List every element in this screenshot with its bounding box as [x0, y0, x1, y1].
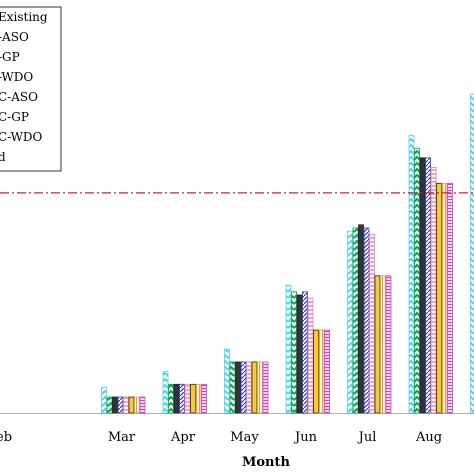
bar-jun-series-0 [285, 284, 292, 414]
bar-aug-series-6 [441, 182, 448, 414]
legend-entry: C-WDO [0, 130, 43, 144]
bar-jun-series-7 [324, 329, 330, 414]
bar-jun-series-6 [318, 329, 325, 414]
bar-apr-series-6 [195, 383, 202, 414]
bar-apr-series-5 [190, 383, 196, 414]
bar-apr-series-3 [179, 383, 185, 414]
bar-may-series-3 [240, 361, 247, 414]
bar-jul-series-2 [358, 224, 364, 414]
bar-may-series-0 [224, 348, 230, 414]
legend-entry: C-ASO [0, 90, 38, 104]
bar-may-series-5 [251, 361, 258, 414]
x-tick-labels: ebMarAprMayJunJulAugSep [0, 430, 442, 445]
x-tick-label: Aug [415, 430, 442, 445]
bar-jul-series-6 [380, 275, 386, 414]
legend-entry: d [0, 150, 6, 164]
bar-jul-series-5 [374, 275, 381, 414]
legend-entry: -WDO [0, 70, 33, 84]
legend-entry: Existing [0, 10, 48, 24]
bar-jun-series-2 [296, 294, 303, 414]
bar-apr-series-4 [184, 383, 191, 414]
bar-mar-series-5 [128, 396, 135, 414]
bar-jul-series-1 [352, 227, 359, 414]
bar-aug-series-1 [414, 147, 420, 414]
bar-aug-series-3 [425, 157, 431, 414]
x-tick-label: Mar [108, 430, 136, 445]
bar-apr-series-2 [173, 383, 180, 414]
bar-jul-series-4 [369, 233, 375, 414]
bar-mar-series-3 [117, 396, 124, 414]
bar-aug-series-7 [447, 182, 453, 414]
bar-aug-series-4 [430, 166, 437, 414]
bars-layer [101, 93, 474, 414]
bar-may-series-2 [235, 361, 241, 414]
bar-may-series-7 [262, 361, 269, 414]
legend-frame [0, 6, 62, 172]
bar-aug-series-5 [436, 182, 442, 414]
bar-aug-series-2 [419, 157, 426, 414]
bar-jun-series-5 [313, 329, 319, 414]
bar-aug-series-0 [408, 135, 415, 414]
x-tick-label: eb [0, 430, 12, 445]
bar-mar-series-0 [101, 387, 107, 414]
x-tick-label: Apr [170, 430, 196, 445]
bar-mar-series-2 [112, 396, 118, 414]
legend-entry: C-GP [0, 110, 29, 124]
bar-jul-series-0 [347, 230, 353, 414]
bar-jul-series-3 [363, 227, 370, 414]
x-tick-label: Jun [293, 430, 318, 445]
bar-jul-series-7 [385, 275, 392, 414]
legend-entry: -GP [0, 50, 20, 64]
bar-mar-series-4 [123, 396, 129, 414]
bar-apr-series-7 [201, 383, 207, 414]
bar-may-series-6 [257, 361, 263, 414]
legend-entry: -ASO [0, 30, 29, 44]
bar-mar-series-6 [134, 396, 140, 414]
bar-mar-series-1 [106, 396, 113, 414]
bar-apr-series-0 [162, 371, 169, 414]
bar-may-series-4 [246, 361, 252, 414]
bar-jun-series-1 [291, 291, 297, 414]
x-axis-title: Month [242, 455, 291, 470]
bar-jun-series-3 [302, 291, 308, 414]
x-tick-label: Jul [357, 430, 377, 445]
bar-sep-series-0 [470, 93, 474, 414]
bar-mar-series-7 [139, 396, 146, 414]
bar-may-series-1 [229, 361, 236, 414]
legend: Existing -ASO -GP -WDO C-ASO C-GP C-WDO d [0, 6, 62, 172]
bar-jun-series-4 [307, 297, 314, 414]
x-tick-label: May [230, 430, 259, 445]
bar-apr-series-1 [168, 383, 174, 414]
